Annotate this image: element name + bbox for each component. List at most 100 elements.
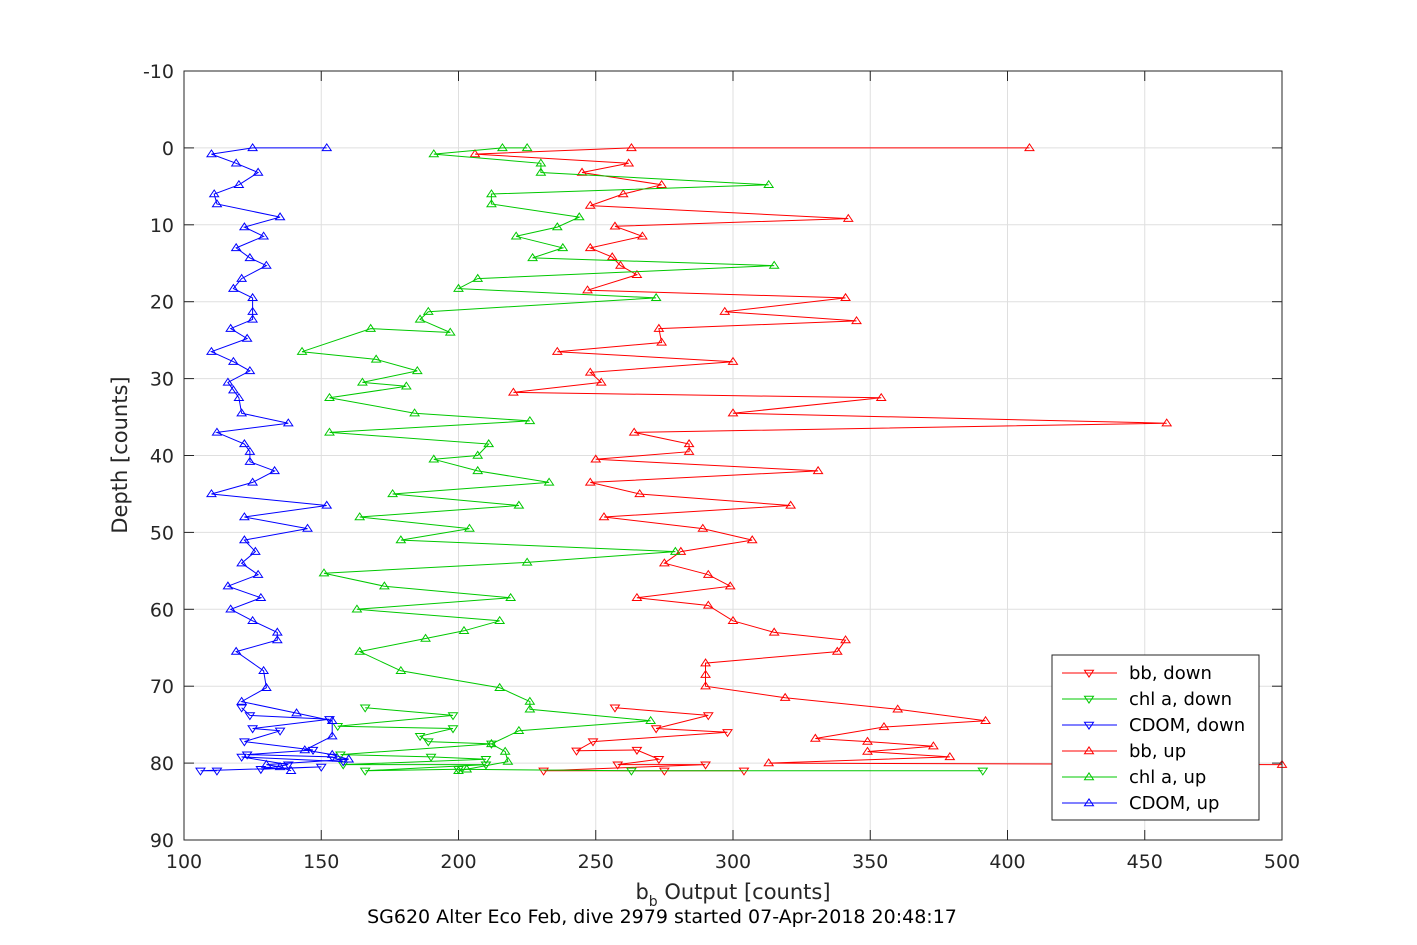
data-point-bb-up	[724, 581, 736, 590]
data-point-cdom-up	[258, 231, 270, 240]
data-point-cdom-up	[302, 523, 313, 532]
data-point-cdom-up	[260, 759, 272, 768]
data-point-cdom-down	[255, 766, 267, 775]
data-point-cdom-up	[252, 569, 264, 578]
legend-item-chl-a-down: chl a, down	[1062, 689, 1232, 710]
data-point-cdom-up	[206, 149, 217, 158]
data-point-cdom-up	[269, 465, 281, 475]
x-tick-label: 500	[1264, 851, 1300, 873]
data-point-bb-down	[571, 747, 582, 756]
data-point-chl-a-down	[335, 751, 346, 760]
legend-item-bb-up: bb, up	[1062, 741, 1186, 762]
data-point-bb-down	[612, 761, 624, 770]
data-point-cdom-up	[291, 708, 302, 717]
data-point-cdom-up	[247, 477, 259, 486]
data-point-chl-a-up	[521, 557, 533, 566]
data-point-cdom-up	[227, 385, 239, 394]
legend-label-bb-down: bb, down	[1129, 663, 1212, 684]
data-point-bb-up	[1161, 418, 1173, 427]
data-point-cdom-down	[274, 727, 286, 736]
data-point-cdom-up	[299, 745, 311, 754]
data-point-chl-a-up	[420, 633, 431, 642]
y-tick-label: 40	[150, 446, 174, 468]
series-cdom-up	[206, 142, 355, 774]
data-point-chl-a-down	[480, 756, 492, 765]
data-point-chl-a-up	[535, 158, 547, 167]
data-point-bb-up	[631, 592, 643, 601]
data-point-bb-up	[551, 346, 563, 355]
data-point-cdom-down	[315, 763, 327, 772]
data-point-bb-up	[598, 512, 610, 521]
data-point-chl-a-up	[543, 477, 555, 486]
data-point-chl-a-up	[513, 725, 525, 735]
data-point-cdom-up	[233, 392, 245, 402]
data-point-bb-up	[636, 231, 648, 240]
data-point-bb-down	[609, 704, 621, 713]
data-point-chl-a-up	[422, 306, 434, 315]
y-tick-label: 60	[150, 599, 174, 621]
data-point-cdom-up	[326, 731, 338, 740]
series-bb-up	[469, 142, 1288, 768]
data-point-bb-up	[809, 733, 821, 742]
series-layer	[195, 142, 1288, 776]
data-point-bb-up	[700, 658, 711, 667]
data-point-cdom-up	[244, 456, 256, 465]
data-point-cdom-up	[321, 142, 333, 152]
data-point-bb-down	[650, 725, 662, 734]
data-point-cdom-up	[230, 158, 242, 167]
data-point-cdom-up	[247, 142, 259, 152]
data-point-cdom-up	[247, 292, 259, 302]
data-point-chl-a-up	[645, 715, 657, 725]
data-point-bb-up	[606, 252, 618, 261]
data-point-bb-down	[587, 738, 599, 747]
legend-label-chl-a-down: chl a, down	[1129, 689, 1232, 710]
data-point-bb-up	[675, 546, 687, 555]
x-axis-label: bb Output [counts]	[635, 880, 830, 910]
data-point-chl-a-up	[461, 764, 473, 773]
data-point-cdom-up	[230, 646, 242, 655]
data-point-bb-up	[702, 600, 714, 609]
series-line-chl-a-down	[337, 707, 983, 772]
ticks: 100 150 200 250 300 350 400 450 500 -10 0 10 20 30 40 5…	[143, 61, 1300, 873]
data-point-cdom-up	[260, 682, 272, 691]
y-tick-label: 90	[150, 830, 174, 852]
data-point-chl-a-up	[505, 592, 517, 601]
y-tick-label: -10	[143, 61, 174, 83]
caption: SG620 Alter Eco Feb, dive 2979 started 0…	[367, 906, 957, 928]
data-point-chl-a-up	[365, 323, 377, 332]
data-point-cdom-down	[236, 704, 248, 713]
data-point-chl-a-down	[414, 732, 426, 742]
x-tick-label: 300	[715, 851, 751, 873]
data-point-cdom-up	[238, 222, 250, 231]
series-line-chl-a-up	[301, 147, 775, 772]
series-chl-a-up	[296, 142, 780, 774]
data-point-bb-up	[840, 292, 851, 302]
data-point-bb-up	[584, 367, 596, 376]
data-point-cdom-up	[247, 314, 259, 323]
data-point-bb-down	[658, 767, 670, 776]
data-point-bb-up	[658, 558, 670, 567]
legend-item-cdom-up: CDOM, up	[1062, 793, 1219, 814]
data-point-bb-up	[628, 427, 640, 436]
data-point-bb-up	[862, 736, 873, 745]
series-line-bb-down	[543, 707, 744, 772]
data-point-chl-a-up	[411, 365, 423, 375]
data-point-chl-a-up	[453, 283, 464, 292]
data-point-bb-up	[615, 260, 626, 269]
y-tick-label: 30	[150, 369, 174, 391]
x-axis-label-rest: Output [counts]	[658, 880, 831, 904]
data-point-bb-up	[584, 242, 596, 252]
data-point-bb-up	[727, 408, 739, 417]
data-point-chl-a-up	[513, 500, 525, 509]
data-point-cdom-down	[195, 767, 206, 776]
data-point-cdom-up	[208, 189, 220, 198]
data-point-chl-a-up	[296, 346, 308, 355]
data-point-bb-up	[584, 200, 596, 209]
data-point-cdom-up	[238, 439, 250, 448]
data-point-chl-a-down	[447, 725, 459, 734]
series-line-cdom-down	[200, 707, 344, 772]
data-point-chl-a-up	[414, 314, 426, 323]
data-point-chl-a-up	[356, 377, 368, 386]
data-point-cdom-up	[285, 765, 297, 774]
data-point-cdom-up	[247, 306, 259, 315]
